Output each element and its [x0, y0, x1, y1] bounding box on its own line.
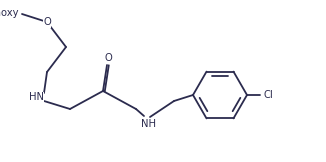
Text: O: O — [104, 53, 112, 63]
Text: NH: NH — [141, 119, 156, 129]
Text: O: O — [43, 17, 51, 27]
Text: HN: HN — [28, 92, 43, 102]
Text: methoxy: methoxy — [0, 8, 19, 18]
Text: Cl: Cl — [264, 90, 274, 100]
